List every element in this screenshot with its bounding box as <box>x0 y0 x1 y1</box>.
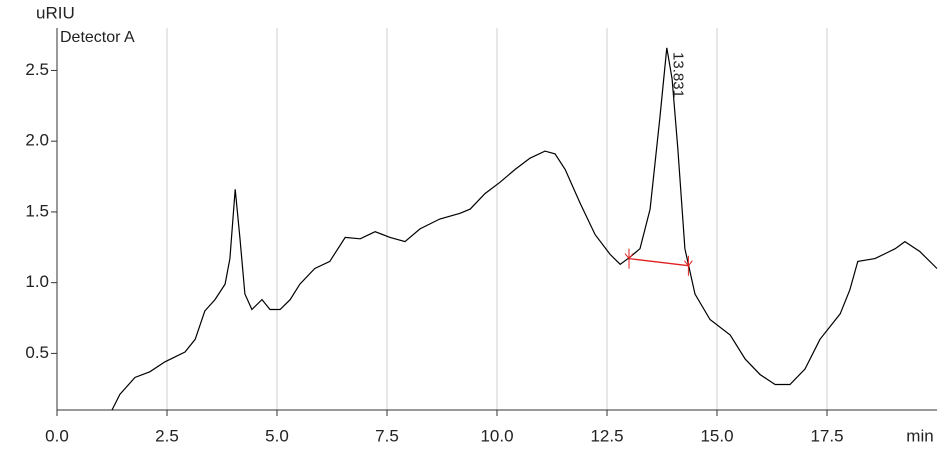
y-axis-title: uRIU <box>36 3 75 22</box>
x-tick-label: 5.0 <box>265 426 289 445</box>
x-tick-label: 12.5 <box>590 426 623 445</box>
x-tick-label: 0.0 <box>45 426 69 445</box>
x-tick-label: 7.5 <box>375 426 399 445</box>
y-tick-label: 1.5 <box>25 201 49 220</box>
y-tick-label: 2.0 <box>25 131 49 150</box>
x-tick-label: 2.5 <box>155 426 179 445</box>
x-axis-title: min <box>906 426 933 445</box>
x-tick-label: 17.5 <box>810 426 843 445</box>
y-tick-label: 2.5 <box>25 60 49 79</box>
y-tick-label: 1.0 <box>25 272 49 291</box>
detector-label: Detector A <box>60 29 135 46</box>
chart: uRIU Detector A min 0.0 2.5 5.0 7.5 10.0 12.5… <box>0 0 941 449</box>
y-tick-label: 0.5 <box>25 343 49 362</box>
peak-label: 13.831 <box>670 52 687 98</box>
x-tick-label: 10.0 <box>480 426 513 445</box>
background <box>0 0 941 449</box>
x-tick-label: 15.0 <box>700 426 733 445</box>
